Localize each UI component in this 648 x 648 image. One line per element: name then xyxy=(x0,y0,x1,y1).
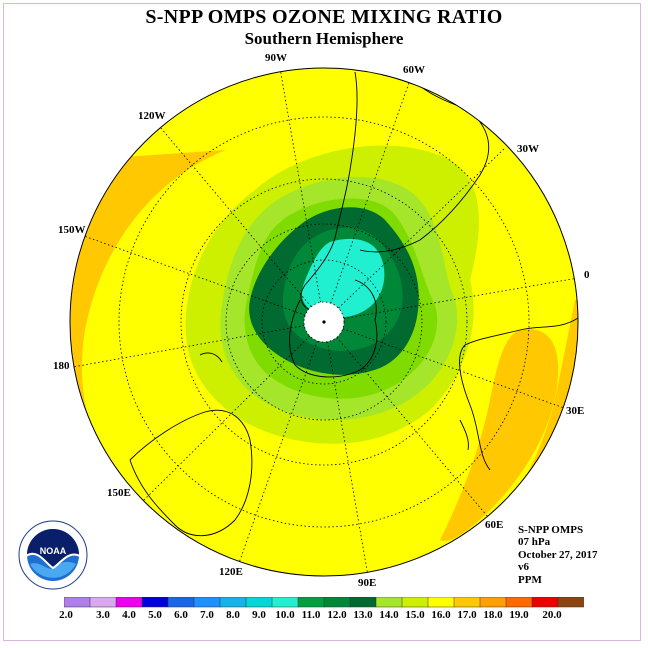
coast-madagascar xyxy=(459,419,469,451)
band-10 xyxy=(301,238,385,318)
lon-label-0: 0 xyxy=(584,269,590,281)
colorbar-tick-label: 20.0 xyxy=(542,609,562,621)
info-block: S-NPP OMPS 07 hPa October 27, 2017 v6 PP… xyxy=(518,524,598,586)
colorbar-tick-label: 15.0 xyxy=(405,609,425,621)
figure-frame xyxy=(3,3,641,641)
colorbar-tick-label: 8.0 xyxy=(226,609,240,621)
colorbar-tick-label: 13.0 xyxy=(353,609,373,621)
coast-australia xyxy=(129,409,253,537)
colorbar-tick-label: 16.0 xyxy=(431,609,451,621)
lon-label-150w: 150W xyxy=(58,224,86,236)
lon-label-150e: 150E xyxy=(107,487,131,499)
colorbar-swatch xyxy=(271,597,299,608)
colorbar-tick-label: 2.0 xyxy=(59,609,73,621)
ozone-field xyxy=(70,68,578,576)
colorbar-swatch xyxy=(141,597,169,608)
colorbar-swatch xyxy=(193,597,221,608)
lon-label-60e: 60E xyxy=(485,519,503,531)
colorbar-swatch xyxy=(427,597,455,608)
info-version: v6 xyxy=(518,561,529,574)
map-boundary xyxy=(69,67,579,577)
colorbar-tick-label: 10.0 xyxy=(275,609,295,621)
graticule xyxy=(72,68,578,576)
noaa-logo: NOAA xyxy=(18,520,88,590)
coast-africa xyxy=(459,317,578,471)
coastlines xyxy=(129,68,578,537)
colorbar-swatch xyxy=(349,597,377,608)
map-subtitle: Southern Hemisphere xyxy=(244,29,404,48)
colorbar-swatch xyxy=(453,597,481,608)
info-pressure: 07 hPa xyxy=(518,536,551,549)
lon-label-30e: 30E xyxy=(566,405,584,417)
colorbar-swatch xyxy=(64,597,91,608)
colorbar-tick-label: 18.0 xyxy=(483,609,503,621)
colorbar-swatch xyxy=(323,597,351,608)
lon-label-120w: 120W xyxy=(138,110,166,122)
colorbar-swatch xyxy=(531,597,559,608)
colorbar-tick-label: 6.0 xyxy=(174,609,188,621)
pole-dash-ring xyxy=(303,301,345,343)
lon-label-90e: 90E xyxy=(358,577,376,589)
colorbar-swatch xyxy=(89,597,117,608)
colorbar-tick-label: 7.0 xyxy=(200,609,214,621)
colorbar-swatch xyxy=(401,597,429,608)
colorbar-tick-label: 9.0 xyxy=(252,609,266,621)
colorbar-swatch xyxy=(167,597,195,608)
coast-antarctic-peninsula xyxy=(300,237,336,311)
colorbar-swatch xyxy=(297,597,325,608)
colorbar xyxy=(64,597,584,608)
lon-label-90w: 90W xyxy=(265,52,287,64)
colorbar-swatch xyxy=(479,597,507,608)
colorbar-tick-label: 14.0 xyxy=(379,609,399,621)
colorbar-swatch xyxy=(245,597,273,608)
noaa-logo-text: NOAA xyxy=(40,546,67,556)
colorbar-tick-label: 11.0 xyxy=(301,609,321,621)
south-pole-dot xyxy=(322,320,326,324)
band-16-east xyxy=(440,329,559,541)
info-units: PPM xyxy=(518,573,542,586)
colorbar-swatch xyxy=(115,597,143,608)
colorbar-swatch xyxy=(375,597,403,608)
info-date: October 27, 2017 xyxy=(518,548,598,561)
colorbar-swatch xyxy=(505,597,533,608)
colorbar-swatch xyxy=(557,597,584,608)
lon-label-60w: 60W xyxy=(403,64,425,76)
coast-new-zealand xyxy=(199,352,223,363)
map-title: S-NPP OMPS OZONE MIXING RATIO xyxy=(145,6,503,28)
colorbar-tick-label: 4.0 xyxy=(122,609,136,621)
coast-antarctica xyxy=(289,279,378,378)
lon-label-180: 180 xyxy=(53,360,70,372)
colorbar-swatch xyxy=(219,597,247,608)
coast-south-america xyxy=(334,68,490,253)
info-instrument: S-NPP OMPS xyxy=(518,524,584,536)
colorbar-tick-label: 3.0 xyxy=(96,609,110,621)
lon-label-30w: 30W xyxy=(517,143,539,155)
colorbar-tick-label: 12.0 xyxy=(327,609,347,621)
colorbar-tick-label: 19.0 xyxy=(509,609,529,621)
colorbar-tick-label: 17.0 xyxy=(457,609,477,621)
colorbar-tick-label: 5.0 xyxy=(148,609,162,621)
lon-label-120e: 120E xyxy=(219,566,243,578)
